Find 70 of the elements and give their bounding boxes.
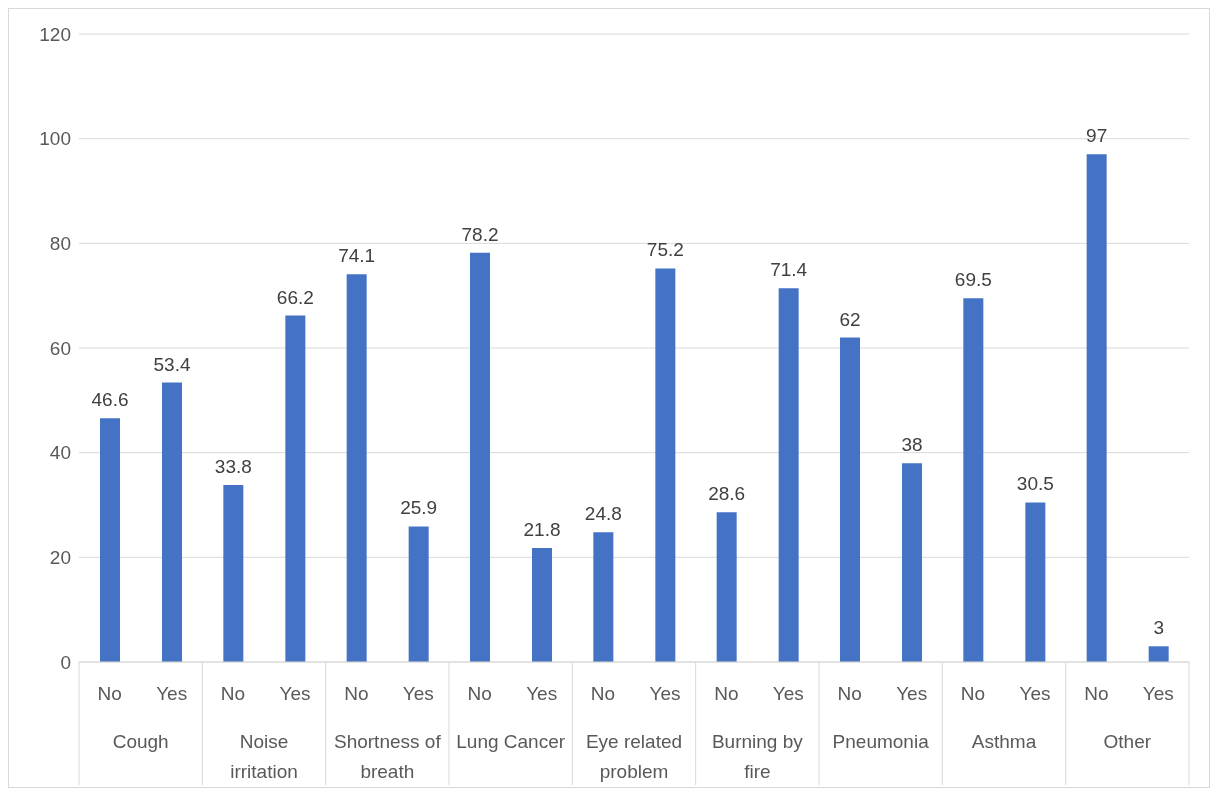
x-tick-label: Asthma	[971, 731, 1037, 752]
data-label: 66.2	[276, 286, 314, 308]
bar	[1025, 502, 1046, 662]
bar	[593, 532, 614, 662]
x-tick-label: Other	[1103, 731, 1152, 752]
text: Yes	[1019, 683, 1051, 704]
text: Yes	[156, 683, 188, 704]
data-label: 33.8	[214, 456, 252, 478]
data-label: 71.4	[770, 259, 808, 281]
bar	[470, 252, 490, 662]
text: No	[837, 683, 862, 704]
bar	[223, 485, 244, 662]
bar	[100, 418, 120, 662]
text: Yes	[402, 683, 434, 704]
text: Yes	[896, 683, 928, 704]
y-tick-label: 60	[49, 337, 71, 359]
y-tick-label: 0	[60, 651, 71, 673]
data-label: 21.8	[523, 518, 561, 540]
x-tick-label: Shortness of breath	[334, 731, 442, 782]
data-label: 30.5	[1016, 473, 1054, 495]
bar	[1086, 154, 1107, 662]
bar	[840, 337, 860, 662]
bar	[285, 315, 306, 662]
text: No	[467, 683, 492, 704]
data-label: 38	[901, 434, 923, 456]
data-label: 24.8	[584, 503, 622, 525]
data-label: 3	[1153, 617, 1164, 639]
x-tick-label: Lung Cancer	[456, 731, 566, 752]
text: No	[714, 683, 739, 704]
text: Yes	[526, 683, 558, 704]
x-tick-label: Eye related problem	[585, 731, 683, 782]
text: Yes	[772, 683, 804, 704]
data-label: 62	[839, 308, 861, 330]
text: No	[344, 683, 369, 704]
series-label: No	[1084, 683, 1109, 704]
data-label: 28.6	[708, 483, 746, 505]
bar	[346, 274, 367, 662]
data-label: 53.4	[153, 353, 191, 375]
series-label: Yes	[1142, 683, 1174, 704]
bar	[162, 382, 182, 662]
bar	[655, 268, 676, 662]
bar	[1148, 646, 1169, 662]
data-label: 97	[1086, 125, 1108, 147]
x-tick-label: Burning by fire	[711, 731, 804, 782]
y-tick-label: 40	[49, 442, 71, 464]
data-label: 25.9	[400, 497, 438, 519]
text: No	[960, 683, 986, 704]
x-tick-label: Noise irritation	[230, 731, 298, 782]
data-label: 69.5	[954, 269, 992, 291]
y-tick-label: 80	[49, 233, 71, 255]
bar	[778, 288, 799, 662]
text: No	[590, 683, 616, 704]
bar	[963, 298, 984, 662]
data-label: 74.1	[338, 245, 376, 267]
text: No	[97, 683, 122, 704]
x-tick-label: Pneumonia	[832, 731, 930, 752]
text: No	[220, 683, 246, 704]
y-tick-label: 120	[39, 23, 71, 45]
bar	[902, 463, 922, 662]
bar	[716, 512, 737, 662]
text: Yes	[279, 683, 311, 704]
data-label: 75.2	[646, 239, 684, 261]
text: Yes	[649, 683, 681, 704]
bar	[408, 526, 429, 662]
data-label: 78.2	[461, 223, 499, 245]
y-tick-label: 100	[39, 128, 71, 150]
y-tick-label: 20	[49, 547, 71, 569]
data-label: 46.6	[91, 389, 129, 411]
x-tick-label: Cough	[112, 731, 169, 752]
bar	[532, 547, 552, 662]
